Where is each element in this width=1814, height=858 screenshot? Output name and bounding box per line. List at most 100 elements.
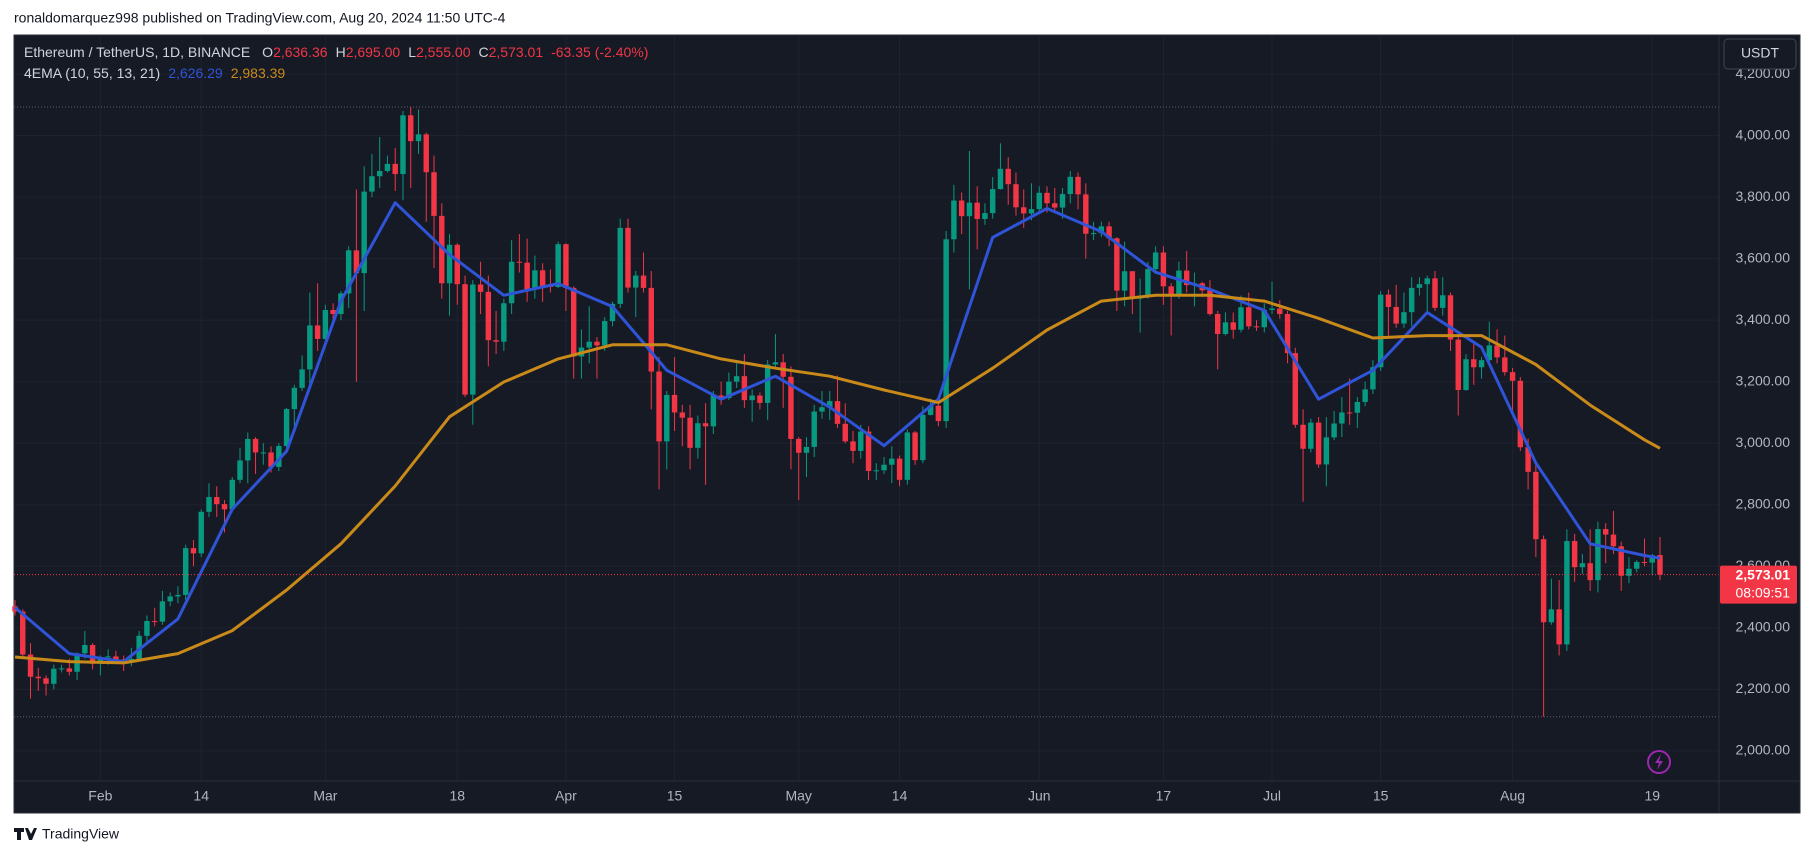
- candle-body: [299, 369, 305, 388]
- currency-button[interactable]: [1723, 38, 1797, 70]
- candle-body: [733, 376, 740, 382]
- candle-body: [664, 394, 670, 442]
- candle-body: [1308, 422, 1314, 449]
- candle-body: [819, 407, 825, 412]
- candle-body: [904, 432, 911, 480]
- x-tick-label: 18: [449, 788, 465, 804]
- candle-body: [214, 497, 220, 505]
- indicator-value: 2,626.29: [168, 65, 223, 81]
- x-tick-label: 14: [193, 788, 209, 804]
- candle-body: [97, 657, 104, 664]
- candle-body: [1222, 322, 1229, 335]
- candle-body: [803, 446, 810, 453]
- candle-body: [726, 381, 732, 399]
- candle-body: [1447, 295, 1454, 340]
- candle-body: [51, 668, 57, 684]
- x-tick-label: 15: [667, 788, 683, 804]
- candle-body: [873, 470, 880, 472]
- candle-body: [415, 134, 422, 142]
- candle-body: [1587, 563, 1593, 581]
- candle-body: [865, 431, 872, 471]
- candle-body: [206, 497, 212, 512]
- candle-body: [369, 176, 375, 192]
- candle-body: [392, 163, 398, 175]
- alert-circle[interactable]: [1647, 750, 1671, 774]
- candle-body: [889, 458, 895, 465]
- candle-body: [524, 262, 530, 290]
- candle-body: [485, 291, 492, 341]
- candle-body: [602, 321, 608, 346]
- candle-body: [1176, 270, 1182, 295]
- candle-body: [1641, 561, 1648, 563]
- candle-body: [167, 596, 173, 602]
- alert-icon[interactable]: [1647, 750, 1671, 774]
- candle-body: [1649, 555, 1655, 563]
- legend-indicator-row: 4EMA (10, 55, 13, 21) 2,626.29 2,983.39: [24, 65, 285, 81]
- ohlc-value: 2,695.00: [346, 44, 401, 60]
- candle-body: [20, 611, 26, 655]
- candle-body: [1463, 359, 1469, 391]
- candle-body: [508, 261, 515, 304]
- candle-body: [470, 284, 476, 395]
- candle-body: [982, 213, 988, 219]
- alert-bolt: [1655, 754, 1663, 770]
- ohlc-value: 2,573.01: [489, 44, 544, 60]
- y-tick-label: 2,400.00: [1736, 619, 1791, 635]
- candle-body: [594, 341, 600, 346]
- candle-body: [454, 244, 461, 285]
- x-tick-label: Feb: [88, 788, 112, 804]
- candle-body: [1517, 380, 1524, 448]
- candle-body: [462, 284, 468, 395]
- candle-body: [1059, 194, 1066, 208]
- candle-body: [679, 412, 686, 418]
- candle-body: [539, 270, 546, 287]
- candle-body: [656, 371, 662, 442]
- bar-countdown: 08:09:51: [1736, 584, 1791, 600]
- candle-body: [617, 227, 623, 304]
- candle-body: [1494, 345, 1500, 358]
- candle-body: [1385, 294, 1392, 307]
- candle-body: [912, 432, 918, 461]
- plot: [12, 106, 1719, 717]
- x-tick-label: Jul: [1263, 788, 1281, 804]
- candle-body: [113, 656, 119, 660]
- candle-body: [1486, 345, 1493, 361]
- candle-body: [563, 244, 569, 288]
- candle-body: [1238, 307, 1244, 330]
- candle-body: [1556, 609, 1562, 645]
- candle-body: [958, 200, 965, 217]
- candle-body: [376, 170, 383, 177]
- candle-body: [997, 168, 1004, 190]
- ema-line: [14, 201, 1661, 664]
- ohlc-key: H: [336, 44, 346, 60]
- currency-label[interactable]: USDT: [1741, 45, 1780, 61]
- candle-body: [245, 438, 251, 461]
- symbol-name: Ethereum / TetherUS, 1D, BINANCE: [24, 44, 250, 60]
- candle-body: [1106, 226, 1112, 239]
- x-tick-label: 14: [892, 788, 908, 804]
- candle-body: [400, 115, 406, 175]
- axes: 2,000.002,200.002,400.002,600.002,800.00…: [24, 38, 1797, 804]
- x-tick-label: Aug: [1500, 788, 1525, 804]
- brand-name: TradingView: [42, 826, 120, 842]
- candle-body: [144, 621, 150, 636]
- last-price-box: [1720, 565, 1797, 604]
- candle-body: [788, 376, 794, 439]
- candle-body: [718, 395, 724, 399]
- candle-body: [229, 479, 235, 510]
- candle-body: [1168, 286, 1174, 295]
- y-tick-label: 4,000.00: [1736, 126, 1791, 142]
- candle-body: [1214, 314, 1221, 335]
- candle-body: [532, 270, 538, 290]
- candle-body: [920, 414, 926, 461]
- candle-body: [1571, 541, 1578, 568]
- y-tick-label: 2,000.00: [1736, 742, 1791, 758]
- candle-body: [221, 504, 228, 510]
- y-tick-label: 2,800.00: [1736, 495, 1791, 511]
- candle-body: [1121, 271, 1128, 291]
- candle-body: [268, 452, 274, 467]
- candle-body: [1339, 412, 1345, 424]
- candle-body: [252, 438, 259, 453]
- candle-body: [586, 341, 592, 348]
- candle-body: [1230, 322, 1236, 330]
